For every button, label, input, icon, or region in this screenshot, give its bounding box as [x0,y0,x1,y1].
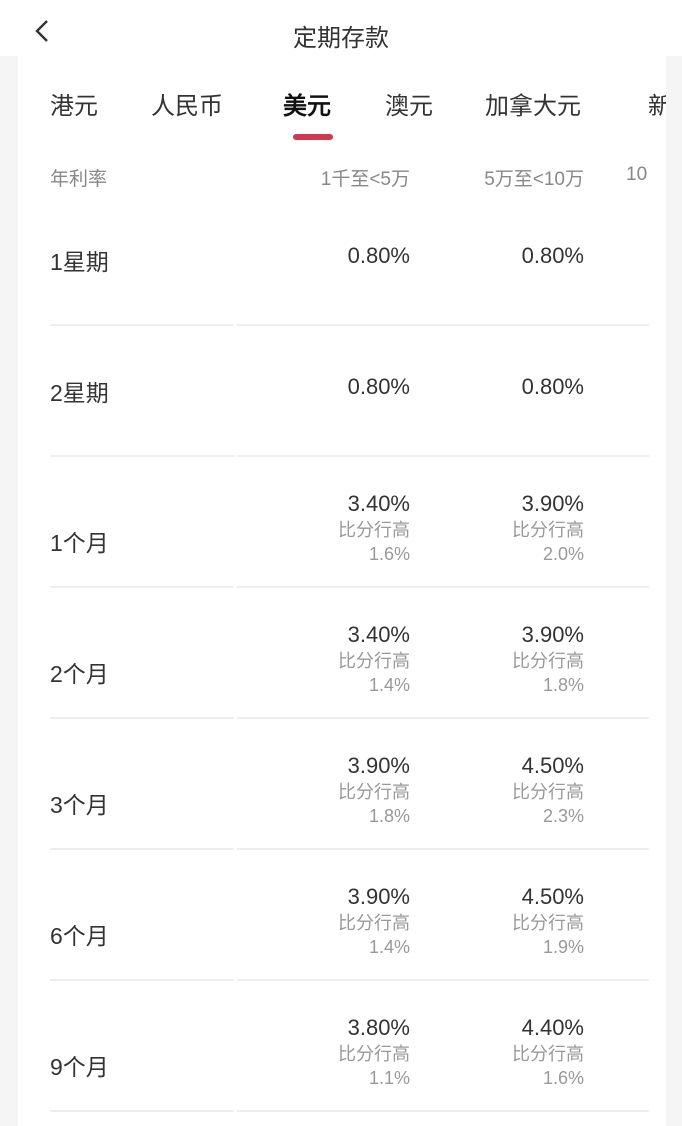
rate-cell: 0.80% [210,374,410,400]
tab-cad[interactable]: 加拿大元 [485,93,581,120]
rate-cell: 4.40% 比分行高 1.6% [384,1015,584,1089]
table-row: 6个月 3.90% 比分行高 1.4% 4.50% 比分行高 1.9% [18,850,666,981]
compare-note: 比分行高 [338,1044,410,1064]
rate-value: 3.90% [521,491,584,516]
compare-note: 比分行高 [338,913,410,933]
table-row: 2个月 3.40% 比分行高 1.4% 3.90% 比分行高 1.8% [18,588,666,719]
rate-cell: 4.50% 比分行高 1.9% [384,884,584,958]
table-row: 3个月 3.90% 比分行高 1.8% 4.50% 比分行高 2.3% [18,719,666,850]
chevron-left-icon[interactable] [32,20,54,42]
table-row: 1个月 3.40% 比分行高 1.6% 3.90% 比分行高 2.0% [18,457,666,588]
tab-usd[interactable]: 美元 [283,93,331,120]
rate-cell: 0.80% [210,243,410,269]
compare-diff: 2.3% [542,806,584,826]
header-annual-rate: 年利率 [50,169,108,190]
active-tab-indicator [293,134,333,140]
tab-cny[interactable]: 人民币 [151,93,223,120]
rate-value: 0.80% [521,374,584,399]
rate-cell: 3.40% 比分行高 1.6% [210,491,410,565]
term-label: 3个月 [50,792,109,818]
row-divider [50,324,234,326]
tab-hkd[interactable]: 港元 [50,93,98,120]
table-row: 2星期 0.80% 0.80% [18,326,666,457]
rate-cell: 3.90% 比分行高 1.8% [384,622,584,696]
row-divider [50,1110,234,1112]
page-title: 定期存款 [293,25,389,52]
compare-diff: 1.8% [542,675,584,695]
rate-value: 3.90% [521,622,584,647]
rates-card: 港元 人民币 美元 澳元 加拿大元 新 年利率 1千至<5万 5万至<10万 1… [18,56,666,1126]
compare-note: 比分行高 [338,651,410,671]
rate-cell: 0.80% [384,374,584,400]
compare-diff: 1.9% [542,937,584,957]
rate-value: 0.80% [347,374,410,399]
compare-note: 比分行高 [512,1044,584,1064]
compare-note: 比分行高 [338,520,410,540]
rate-value: 3.90% [347,753,410,778]
rate-cell: 3.90% 比分行高 1.4% [210,884,410,958]
term-label: 2个月 [50,661,109,687]
row-divider [237,979,649,981]
row-divider [237,848,649,850]
rate-value: 0.80% [347,243,410,268]
compare-note: 比分行高 [512,782,584,802]
rate-cell: 3.90% 比分行高 1.8% [210,753,410,827]
term-label: 2星期 [50,380,109,406]
row-divider [237,717,649,719]
tab-aud[interactable]: 澳元 [385,93,433,120]
header-tier-1: 1千至<5万 [320,169,410,190]
compare-diff: 1.6% [368,544,410,564]
compare-note: 比分行高 [338,782,410,802]
row-divider [50,848,234,850]
rate-value: 3.40% [347,622,410,647]
header-tier-3: 10 [626,164,648,185]
rate-cell: 3.80% 比分行高 1.1% [210,1015,410,1089]
rate-value: 3.80% [347,1015,410,1040]
rate-value: 3.90% [347,884,410,909]
term-label: 1星期 [50,249,109,275]
compare-diff: 1.1% [368,1068,410,1088]
compare-note: 比分行高 [512,520,584,540]
term-label: 9个月 [50,1054,109,1080]
term-label: 6个月 [50,923,109,949]
rate-value: 0.80% [521,243,584,268]
tab-next[interactable]: 新 [648,93,666,120]
rate-cell: 3.40% 比分行高 1.4% [210,622,410,696]
rate-value: 4.50% [521,753,584,778]
header-tier-2: 5万至<10万 [484,169,584,190]
compare-diff: 1.4% [368,675,410,695]
row-divider [50,586,234,588]
rate-value: 4.40% [521,1015,584,1040]
rate-value: 4.50% [521,884,584,909]
nav-bar: 定期存款 [0,0,682,56]
compare-note: 比分行高 [512,913,584,933]
row-divider [50,979,234,981]
rate-cell: 3.90% 比分行高 2.0% [384,491,584,565]
rate-cell: 4.50% 比分行高 2.3% [384,753,584,827]
row-divider [237,586,649,588]
table-row: 1星期 0.80% 0.80% [18,195,666,326]
table-row: 9个月 3.80% 比分行高 1.1% 4.40% 比分行高 1.6% [18,981,666,1112]
rate-cell: 0.80% [384,243,584,269]
compare-note: 比分行高 [512,651,584,671]
compare-diff: 2.0% [542,544,584,564]
term-label: 1个月 [50,530,109,556]
row-divider [237,324,649,326]
compare-diff: 1.4% [368,937,410,957]
row-divider [50,455,234,457]
rate-value: 3.40% [347,491,410,516]
row-divider [237,455,649,457]
row-divider [50,717,234,719]
compare-diff: 1.6% [542,1068,584,1088]
row-divider [237,1110,649,1112]
compare-diff: 1.8% [368,806,410,826]
